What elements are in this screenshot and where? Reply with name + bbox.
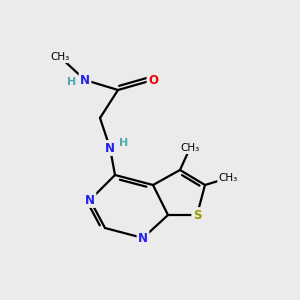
Text: N: N bbox=[85, 194, 95, 206]
Text: N: N bbox=[80, 74, 90, 86]
Text: S: S bbox=[193, 208, 201, 221]
Text: CH₃: CH₃ bbox=[50, 52, 70, 62]
Text: CH₃: CH₃ bbox=[218, 173, 238, 183]
Text: H: H bbox=[68, 77, 77, 87]
Text: O: O bbox=[148, 74, 158, 86]
Text: N: N bbox=[138, 232, 148, 244]
Text: N: N bbox=[105, 142, 115, 154]
Text: H: H bbox=[119, 138, 129, 148]
Text: CH₃: CH₃ bbox=[180, 143, 200, 153]
